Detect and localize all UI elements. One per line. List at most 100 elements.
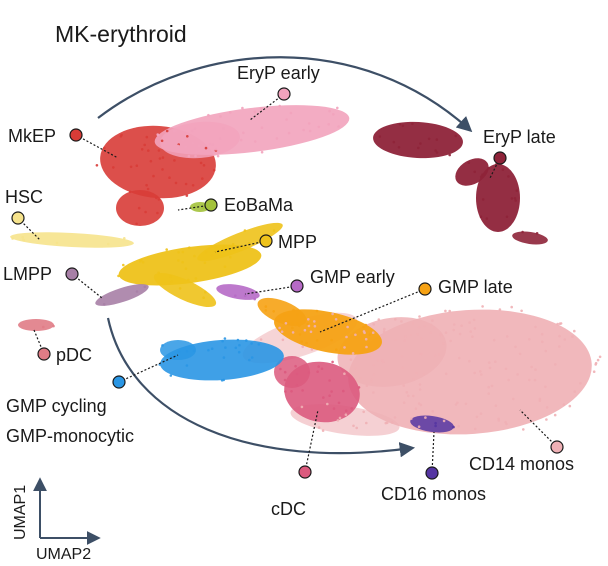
label-eobama: EoBaMa [224, 195, 294, 215]
cell-point-cd14-monos [355, 426, 359, 430]
cell-point-cdc [330, 390, 333, 393]
cell-point-cd14-monos [596, 358, 600, 362]
cell-point-cdc [283, 370, 287, 374]
cell-point-eryp-early [186, 132, 189, 135]
marker-mkep [69, 128, 83, 142]
cell-point-mpp [229, 255, 232, 259]
leader-cd14-monos [519, 409, 558, 448]
cell-point-eryp-early [181, 139, 185, 142]
cell-point-eryp-late [378, 135, 382, 138]
cell-point-cd14-monos [516, 373, 519, 376]
cell-point-gmp-cycling [238, 343, 241, 347]
label-gmp-early: GMP early [310, 267, 395, 287]
cell-point-mkep [204, 146, 208, 150]
cell-point-cd14-monos [321, 429, 325, 432]
cell-point-eryp-early [336, 106, 339, 110]
cell-point-gmp-cycling [234, 346, 238, 350]
cell-point-mkep [168, 176, 171, 179]
cell-point-mkep [157, 198, 161, 201]
cell-point-mkep [147, 149, 150, 152]
marker-lmpp [65, 267, 79, 281]
cell-point-gmp-early [243, 294, 247, 298]
cell-point-cd14-monos [579, 382, 582, 385]
cell-point-mpp [193, 254, 196, 258]
cell-point-cd14-monos [473, 327, 477, 330]
cell-point-eryp-early [219, 115, 222, 118]
cell-point-cd14-monos [504, 420, 507, 424]
cell-point-eryp-early [187, 154, 191, 158]
cell-point-eryp-early [156, 133, 160, 137]
cell-point-gmp-late [315, 309, 319, 313]
label-lmpp: LMPP [3, 264, 52, 284]
cell-point-eryp-early [195, 150, 198, 154]
cell-point-gmp-late [300, 340, 304, 343]
cell-point-mkep [199, 161, 203, 165]
cell-point-eryp-early [278, 104, 282, 108]
cell-point-gmp-early [234, 294, 237, 298]
cell-point-gmp-late [362, 325, 365, 329]
cell-point-cdc [294, 364, 297, 368]
cell-point-cd14-monos [385, 421, 389, 425]
cell-point-mpp [204, 290, 207, 294]
cell-point-mkep [185, 194, 189, 197]
cell-point-cd14-monos [394, 338, 398, 342]
cell-point-cd14-monos [488, 366, 492, 370]
cell-point-cd14-monos [303, 328, 307, 332]
cell-point-mpp [169, 275, 172, 278]
cell-point-cd14-monos [444, 372, 448, 376]
cell-point-cd14-monos [442, 419, 446, 423]
cell-point-mpp [194, 277, 198, 280]
cell-point-cd14-monos [313, 320, 316, 323]
cell-point-gmp-late [264, 305, 268, 308]
cell-point-cd14-monos [518, 352, 522, 356]
cell-point-cdc [332, 407, 336, 410]
cell-point-cd14-monos [417, 402, 421, 405]
cell-point-cd14-monos [354, 333, 357, 337]
cell-point-cd14-monos [383, 327, 386, 331]
leader-gmp-early [244, 285, 298, 295]
cell-point-cd14-monos [417, 325, 421, 329]
cell-point-eryp-late [479, 215, 483, 218]
cell-point-gmp-cycling [250, 342, 253, 345]
cell-point-mpp [178, 287, 182, 290]
cell-point-cd14-monos [291, 331, 295, 334]
cell-point-cd14-monos [362, 330, 366, 333]
marker-cdc [298, 465, 312, 479]
cell-point-hsc [123, 237, 126, 240]
cell-point-gmp-cycling [237, 350, 241, 354]
cell-point-cd14-monos [492, 338, 496, 342]
cell-point-cd14-monos [281, 338, 285, 342]
cell-point-cd14-monos [301, 345, 305, 349]
cell-point-mkep [161, 168, 164, 171]
cell-point-cd14-monos [541, 340, 544, 344]
label-pdc: pDC [56, 345, 92, 365]
cell-point-cd14-monos [469, 330, 473, 333]
cluster-gmp-late [257, 297, 307, 327]
cell-point-cd14-monos [415, 371, 418, 375]
cell-point-gmp-cycling [210, 347, 214, 351]
cluster-eryp-late [455, 158, 489, 186]
cell-point-gmp-late [286, 314, 290, 318]
cell-point-eryp-early [307, 122, 311, 125]
cell-point-eryp-late [535, 232, 539, 235]
cell-point-cd14-monos [400, 320, 403, 323]
cell-point-cd14-monos [530, 365, 533, 369]
leader-lmpp [71, 273, 103, 299]
cluster-cd16-monos [410, 415, 454, 433]
cluster-eryp-late [476, 164, 520, 232]
cell-point-cd14-monos [372, 391, 375, 394]
cell-point-gmp-late [364, 323, 368, 327]
cell-point-cd14-monos [370, 378, 374, 382]
cell-point-cd14-monos [468, 321, 471, 324]
cell-point-cd14-monos [365, 384, 369, 388]
cell-point-eryp-late [473, 170, 477, 174]
cell-point-gmp-late [291, 321, 294, 325]
cell-point-mkep [119, 135, 123, 138]
cell-point-cd14-monos [429, 323, 433, 327]
cell-point-cd14-monos [412, 394, 415, 398]
cell-point-cd14-monos [300, 405, 304, 409]
cell-point-cd14-monos [377, 318, 381, 321]
cell-point-mkep [157, 149, 161, 152]
cell-point-mkep [140, 148, 144, 151]
cell-point-cd16-monos [434, 424, 437, 428]
